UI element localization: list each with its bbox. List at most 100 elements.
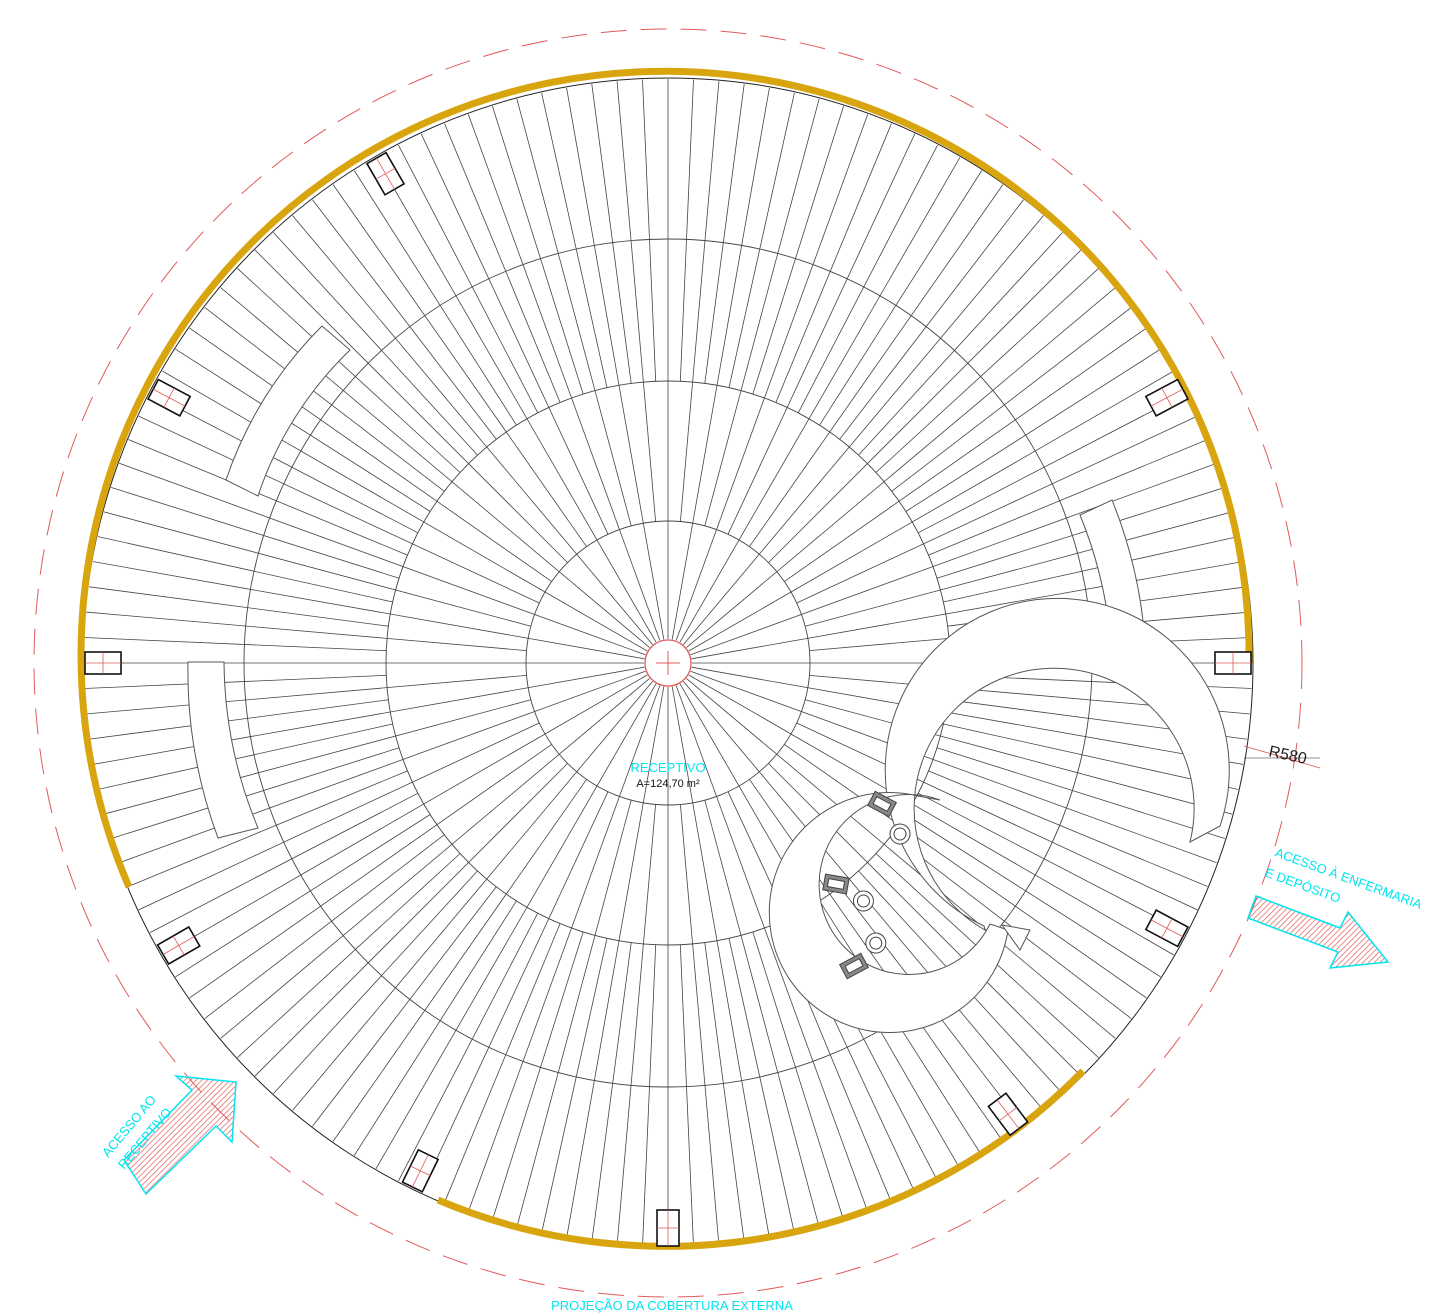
plank-line — [768, 238, 1093, 563]
plank-line — [690, 670, 1232, 869]
plank-line — [784, 318, 1160, 582]
plank-line — [784, 744, 1160, 1008]
plank-line — [589, 79, 632, 384]
plank-line — [752, 931, 849, 1236]
plank-line — [84, 666, 645, 768]
plank-line — [323, 171, 587, 547]
plank-line — [680, 804, 721, 1247]
plank-line — [679, 143, 969, 643]
column-icon — [1144, 378, 1190, 417]
plank-line — [683, 203, 1055, 645]
access-arrow-icon — [1247, 895, 1390, 969]
plank-line — [414, 119, 609, 535]
plank-line — [728, 938, 799, 1247]
plank-line — [679, 79, 695, 382]
plank-line — [84, 674, 387, 690]
plank-line — [262, 220, 478, 456]
plank-line — [438, 108, 561, 403]
plank-line — [537, 938, 608, 1247]
plank-line — [928, 770, 1223, 893]
plank-line — [797, 130, 946, 414]
plank-line — [686, 276, 1128, 648]
plank-line — [124, 722, 540, 917]
plank-line — [512, 83, 632, 526]
plank-line — [243, 763, 568, 1088]
plank-line — [680, 79, 721, 522]
plank-line — [805, 699, 1248, 819]
workstation-chair-icon — [822, 873, 874, 912]
plank-line — [615, 79, 656, 522]
plank-line — [88, 699, 531, 819]
plank-line — [704, 800, 824, 1243]
plank-line — [679, 944, 695, 1247]
workstation-chair-icon — [866, 790, 911, 845]
plank-line — [135, 792, 419, 941]
workstations — [822, 790, 911, 980]
plank-line — [675, 685, 874, 1227]
plank-line — [84, 699, 389, 742]
plank-line — [928, 433, 1223, 556]
reception-counter — [768, 597, 1230, 1034]
plank-line — [390, 912, 539, 1196]
plank-line — [191, 297, 445, 492]
plank-line — [905, 814, 1175, 986]
plank-line — [805, 507, 1248, 627]
plank-line — [262, 870, 478, 1106]
plank-line — [688, 362, 1188, 652]
plank-line — [84, 532, 393, 603]
plank-line — [749, 171, 1013, 547]
plank-line — [414, 791, 609, 1207]
plank-line — [438, 923, 561, 1218]
plank-line — [688, 674, 1188, 964]
plank-line — [323, 779, 587, 1155]
plank-line — [752, 90, 849, 395]
plank-line — [345, 900, 517, 1170]
plank-line — [161, 814, 431, 986]
bench-left — [187, 661, 259, 839]
plank-line — [796, 409, 1212, 604]
plank-line — [819, 900, 991, 1170]
plank-line — [563, 79, 665, 640]
plank-line — [225, 853, 461, 1069]
plank-line — [84, 558, 645, 660]
floor-plank-lines — [84, 79, 1252, 1247]
workstation-chair-icon — [838, 932, 887, 980]
plank-line — [704, 83, 824, 526]
plank-line — [704, 79, 747, 384]
plank-line — [691, 558, 1252, 660]
plank-line — [95, 747, 400, 844]
plank-line — [537, 79, 608, 388]
plank-line — [225, 257, 461, 473]
plank-line — [675, 99, 874, 641]
radius-label: R580 — [1267, 743, 1308, 768]
plank-line — [563, 686, 665, 1247]
plank-line — [148, 674, 648, 964]
plank-line — [704, 942, 747, 1247]
plank-line — [487, 931, 584, 1236]
plank-line — [796, 722, 1212, 917]
plank-line — [113, 770, 408, 893]
column-icon — [146, 378, 192, 417]
center-mark-icon — [644, 639, 692, 687]
plank-line — [875, 257, 1111, 473]
column-icon — [401, 1148, 440, 1193]
plank-line — [891, 297, 1145, 492]
plank-line — [839, 186, 1034, 440]
plank-line — [819, 156, 991, 426]
plank-line — [191, 834, 445, 1029]
plank-line — [487, 90, 584, 395]
room-area: A=124,70 m² — [636, 778, 700, 790]
radius-dimension: R580 — [1243, 743, 1321, 769]
plank-line — [345, 156, 517, 426]
plank-line — [148, 362, 648, 652]
plank-line — [671, 79, 773, 640]
plank-line — [104, 670, 646, 869]
roof-projection-label: PROJEÇÃO DA COBERTURA EXTERNA — [551, 1298, 793, 1313]
plank-line — [84, 675, 527, 716]
column-icon — [656, 1209, 680, 1247]
curtain-walls — [77, 67, 1253, 1250]
plank-line — [390, 130, 539, 414]
plank-line — [615, 804, 656, 1247]
plank-line — [88, 507, 531, 627]
plank-line — [727, 119, 922, 535]
